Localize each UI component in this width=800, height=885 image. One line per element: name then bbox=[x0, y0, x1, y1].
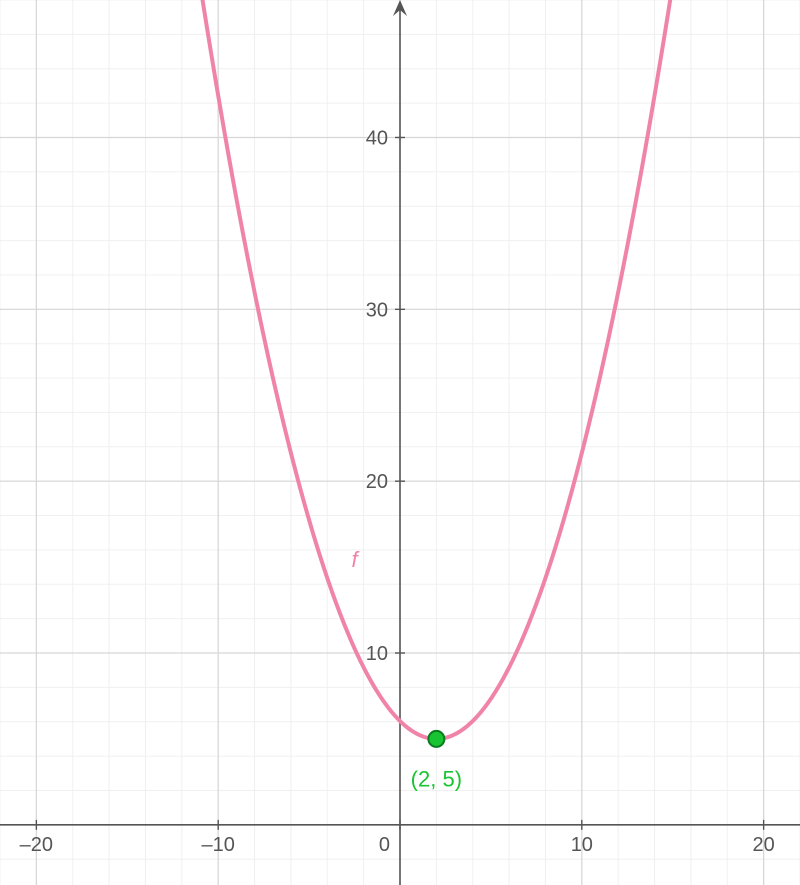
x-tick-label: –10 bbox=[201, 834, 234, 856]
vertex-point bbox=[428, 731, 444, 747]
chart-svg: –20–100102010203040f(2, 5) bbox=[0, 0, 800, 885]
x-tick-label: 20 bbox=[753, 834, 775, 856]
x-tick-label: 10 bbox=[571, 834, 593, 856]
x-tick-label: –20 bbox=[20, 834, 53, 856]
y-tick-label: 40 bbox=[366, 127, 388, 149]
y-tick-label: 10 bbox=[366, 643, 388, 665]
y-tick-label: 30 bbox=[366, 299, 388, 321]
vertex-point-label: (2, 5) bbox=[411, 766, 462, 791]
chart-container: –20–100102010203040f(2, 5) bbox=[0, 0, 800, 885]
x-tick-label: 0 bbox=[379, 834, 390, 856]
y-tick-label: 20 bbox=[366, 471, 388, 493]
